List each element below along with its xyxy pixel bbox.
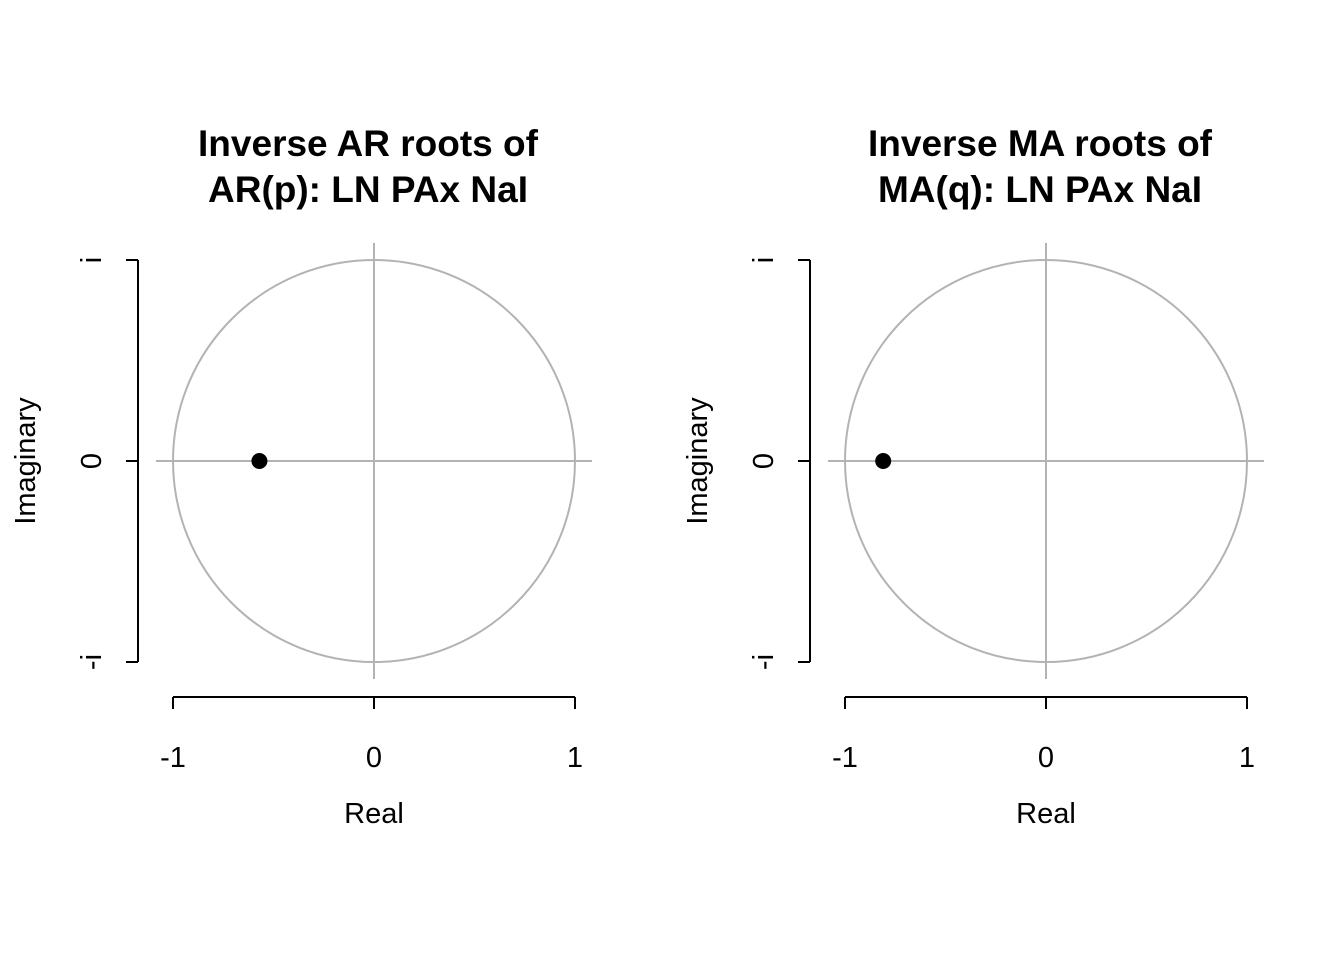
y-tick-label: -i (748, 654, 780, 670)
y-axis-label: Imaginary (682, 397, 714, 525)
chart-title-line-1: Inverse AR roots of (198, 123, 539, 164)
chart-title-line-2: MA(q): LN PAx NaI (878, 169, 1202, 210)
x-axis-label: Real (1016, 798, 1076, 830)
y-axis-label: Imaginary (10, 397, 42, 525)
y-tick-label: -i (76, 654, 108, 670)
y-tick-label: i (748, 257, 780, 263)
x-tick-label: -1 (160, 742, 186, 774)
inverse-root-point (875, 453, 892, 469)
y-tick-label: 0 (76, 453, 108, 469)
chart-panel-2: Inverse MA roots of MA(q): LN PAx NaI -1 0 1… (682, 123, 1264, 830)
y-tick-label: 0 (748, 453, 780, 469)
x-tick-label: 1 (1239, 742, 1255, 774)
chart-title-line-1: Inverse MA roots of (868, 123, 1213, 164)
x-tick-label: 1 (567, 742, 583, 774)
x-axis-label: Real (344, 798, 404, 830)
chart-title-line-2: AR(p): LN PAx NaI (208, 169, 528, 210)
y-tick-label: i (76, 257, 108, 263)
x-tick-label: 0 (1038, 742, 1054, 774)
x-tick-label: -1 (832, 742, 858, 774)
chart-panel-1: Inverse AR roots of AR(p): LN PAx NaI -1 0 1… (10, 123, 592, 830)
x-tick-label: 0 (366, 742, 382, 774)
inverse-root-point (251, 453, 268, 469)
